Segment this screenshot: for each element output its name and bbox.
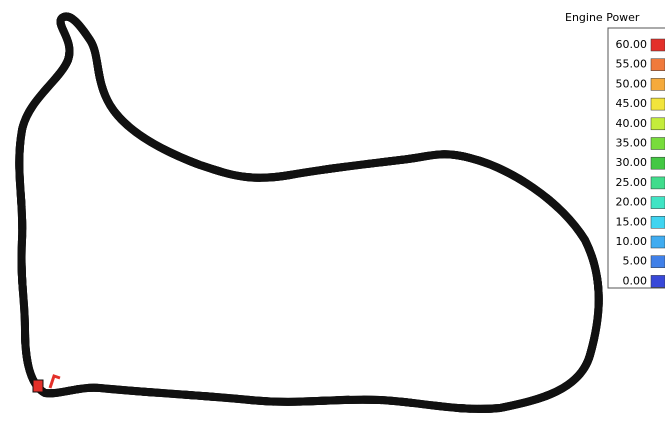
track-outline [19, 17, 598, 409]
track-base [19, 17, 598, 409]
legend-swatch [651, 275, 665, 287]
legend-label: 35.00 [616, 137, 648, 150]
legend-swatch [651, 59, 665, 71]
legend-label: 10.00 [616, 235, 648, 248]
track-seg [19, 17, 598, 409]
track-seg [19, 17, 598, 409]
legend-swatch [651, 78, 665, 90]
legend-swatch [651, 98, 665, 110]
legend-label: 55.00 [616, 58, 648, 71]
start-flag [50, 376, 60, 388]
legend-swatch [651, 177, 665, 189]
legend-label: 40.00 [616, 117, 648, 130]
legend-swatch [651, 138, 665, 150]
legend-swatch [651, 197, 665, 209]
legend-label: 60.00 [616, 38, 648, 51]
track-seg [19, 17, 598, 409]
track [19, 17, 598, 409]
legend-title: Engine Power [565, 11, 640, 24]
legend-swatch [651, 118, 665, 130]
legend-swatch [651, 256, 665, 268]
legend-label: 5.00 [623, 255, 648, 268]
track-seg [19, 17, 598, 409]
legend-swatch [651, 39, 665, 51]
legend-label: 50.00 [616, 77, 648, 90]
track-seg [19, 17, 598, 409]
start-marker [33, 380, 43, 392]
legend-label: 15.00 [616, 215, 648, 228]
legend-label: 25.00 [616, 176, 648, 189]
legend-label: 0.00 [623, 274, 648, 287]
legend-swatch [651, 216, 665, 228]
legend-label: 45.00 [616, 97, 648, 110]
legend-label: 20.00 [616, 196, 648, 209]
legend-swatch [651, 157, 665, 169]
legend-label: 30.00 [616, 156, 648, 169]
legend-swatch [651, 236, 665, 248]
